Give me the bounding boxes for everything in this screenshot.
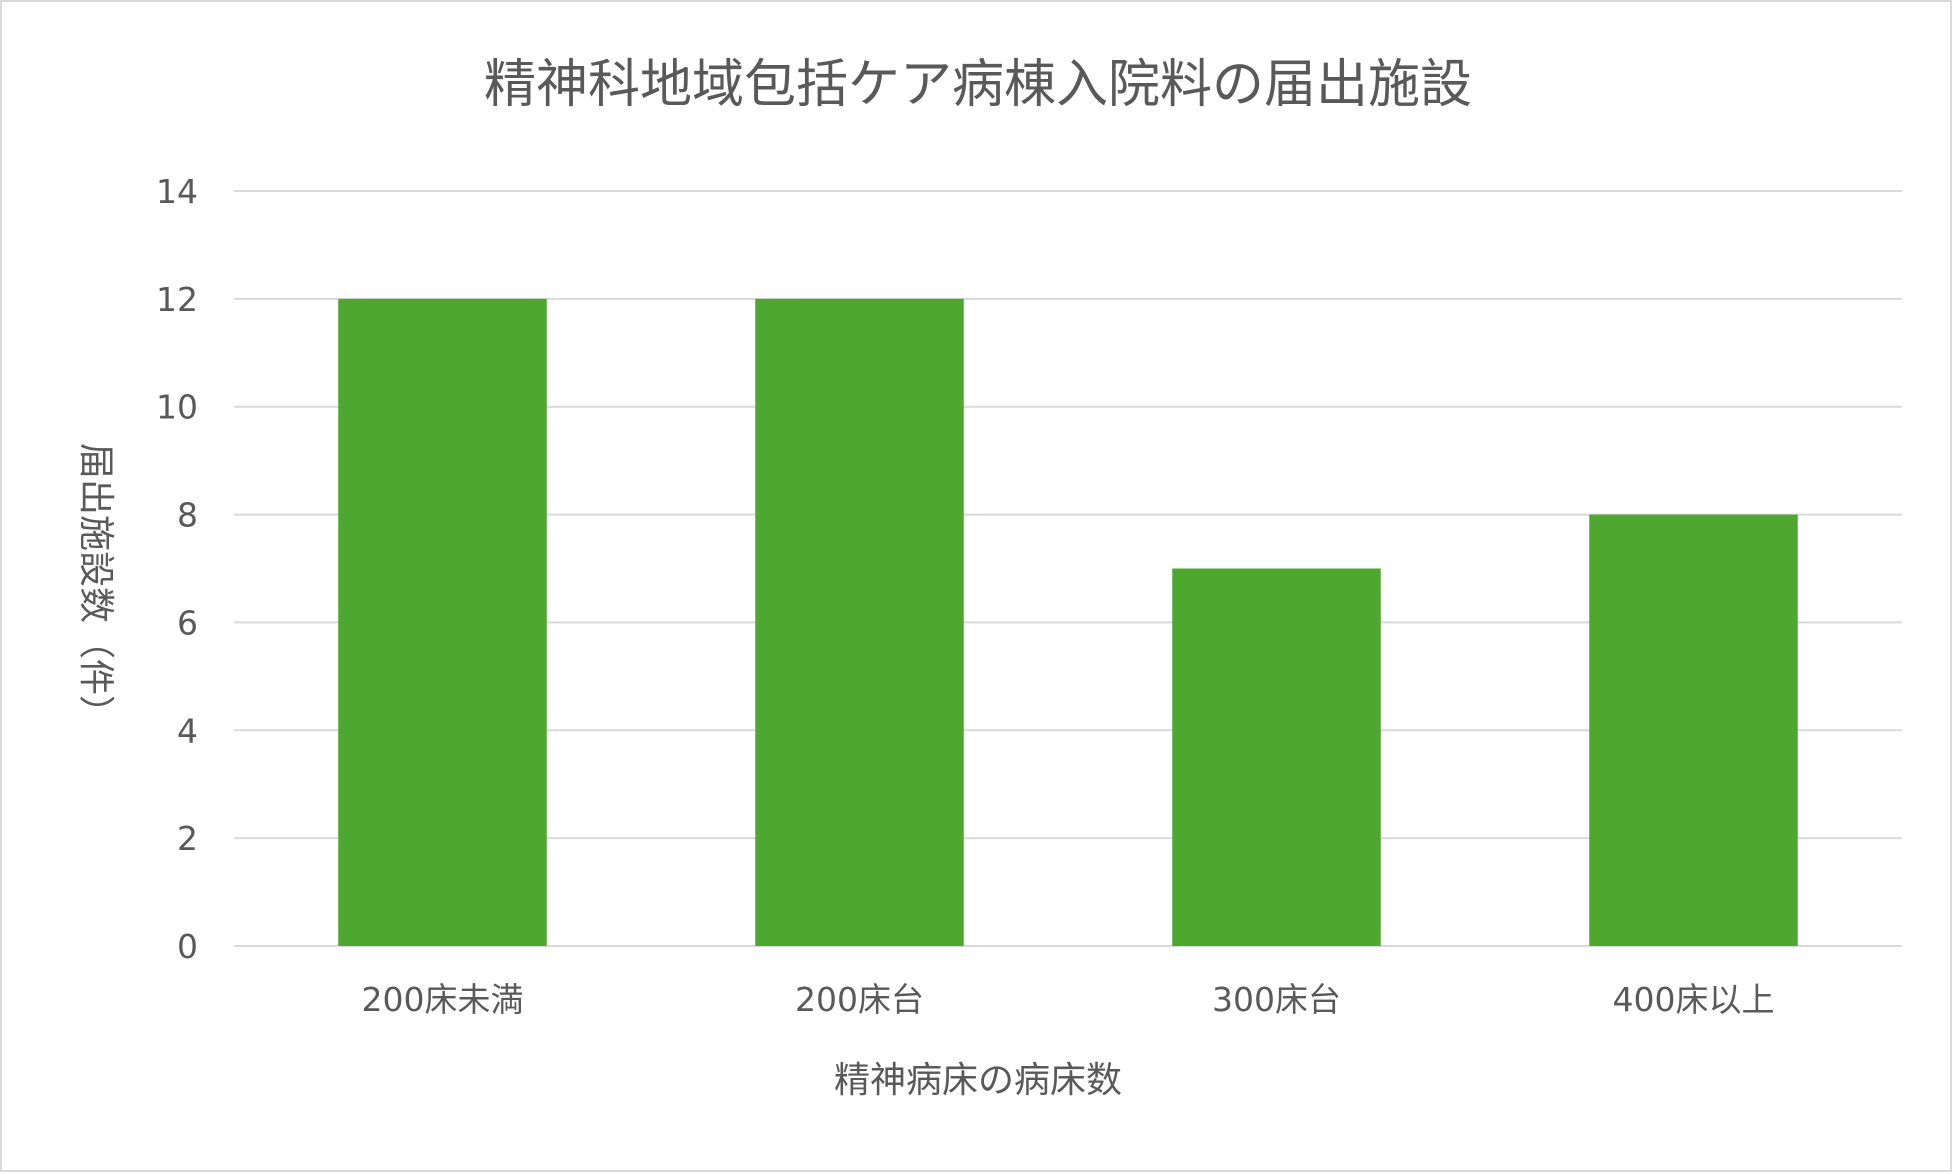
bar-1 [755, 298, 964, 946]
x-category-label: 200床台 [795, 980, 924, 1019]
y-axis-title: 届出施設数（件） [75, 443, 116, 731]
bars [338, 298, 1798, 946]
y-axis-ticks: 0 2 4 6 8 10 12 14 [156, 172, 198, 966]
chart-title: 精神科地域包括ケア病棟入院料の届出施設 [484, 55, 1472, 115]
y-tick-label: 12 [156, 280, 198, 319]
y-tick-label: 2 [177, 819, 198, 858]
y-tick-label: 0 [177, 927, 198, 966]
bar-2 [1172, 568, 1381, 946]
y-tick-label: 10 [156, 388, 198, 427]
x-axis-title: 精神病床の病床数 [834, 1060, 1122, 1101]
bar-3 [1589, 514, 1798, 946]
x-category-label: 200床未満 [362, 980, 524, 1019]
y-tick-label: 8 [177, 496, 198, 535]
y-tick-label: 14 [156, 172, 198, 211]
y-tick-label: 4 [177, 711, 198, 750]
bar-0 [338, 298, 547, 946]
x-axis-categories: 200床未満 200床台 300床台 400床以上 [362, 980, 1775, 1019]
x-category-label: 400床以上 [1613, 980, 1775, 1019]
x-category-label: 300床台 [1212, 980, 1341, 1019]
y-tick-label: 6 [177, 603, 198, 642]
